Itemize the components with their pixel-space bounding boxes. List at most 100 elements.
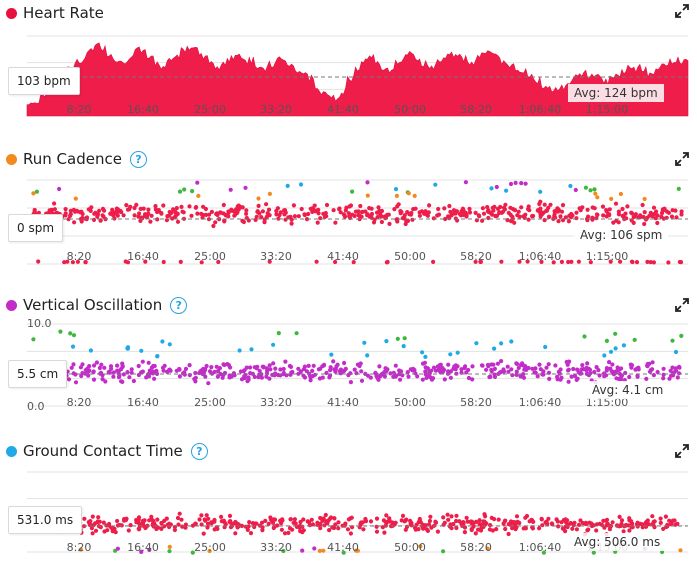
data-point [360,209,365,215]
data-point [102,529,107,534]
data-point [423,209,428,214]
data-point [526,204,531,209]
data-point [190,550,195,555]
gct-title: Ground Contact Time [23,442,183,460]
data-point [140,518,146,523]
data-point [501,205,507,210]
data-point [423,369,428,374]
data-point [36,210,42,215]
data-point [679,212,684,217]
data-point [499,359,504,364]
data-point [586,527,591,532]
data-point [177,366,182,372]
data-point [108,364,114,369]
data-point [608,259,613,264]
data-point [497,210,502,215]
data-point [604,338,610,343]
data-point [354,371,359,376]
data-point [316,207,321,212]
data-point [282,531,288,536]
cadence-chart[interactable]: 8:20 16:40 25:00 33:20 41:40 50:00 58:20 1:06:4… [0,148,697,272]
help-icon[interactable]: ? [170,296,188,314]
data-point [218,210,223,215]
vo-y-top-label: 10.0 [27,317,52,330]
data-point [537,362,542,367]
data-point [462,365,467,371]
data-point [271,525,276,531]
data-point [326,518,331,523]
x-tick-label: 16:40 [127,541,159,554]
data-point [306,211,311,217]
data-point [395,336,400,341]
vo-chart[interactable]: 8:20 16:40 25:00 33:20 41:40 50:00 58:20 1:06:4… [0,294,697,418]
data-point [292,517,297,522]
data-point [651,260,657,265]
heart-rate-chart[interactable]: 8:20 16:40 25:00 33:20 41:40 50:00 58:20 1:06:4… [0,0,697,120]
data-point [109,525,114,530]
data-point [247,520,252,525]
x-tick-label: 41:40 [327,103,359,116]
data-point [267,259,272,264]
x-tick-label: 16:40 [127,103,159,116]
data-point [447,216,452,221]
data-point [544,365,549,370]
data-point [406,374,411,379]
data-point [647,213,652,218]
data-point [195,180,200,185]
data-point [98,218,103,223]
data-point [291,203,296,208]
data-point [145,373,150,378]
data-point [213,220,218,225]
data-point [413,206,418,211]
data-point [542,202,547,207]
data-point [221,518,226,523]
expand-icon[interactable] [675,152,689,166]
vo-title: Vertical Oscillation [23,296,163,314]
expand-icon[interactable] [675,4,689,18]
data-point [383,520,388,525]
data-point [263,518,268,523]
data-point [229,207,234,212]
data-point [352,367,357,372]
data-point [318,526,323,531]
data-point [399,209,404,215]
heart-rate-title-row: Heart Rate [6,2,104,24]
expand-icon[interactable] [675,298,689,312]
data-point [187,363,192,368]
data-point [316,211,321,216]
data-point [661,372,666,377]
data-point [613,331,618,336]
data-point [365,180,370,185]
data-point [489,186,494,191]
data-point [115,546,120,551]
data-point [517,259,522,264]
data-point [348,203,354,208]
heart-rate-cursor-value: 103 bpm [8,67,80,95]
data-point [467,210,473,215]
data-point [332,367,337,372]
data-point [31,337,36,342]
data-point [318,521,323,527]
x-tick-label: 50:00 [394,541,426,554]
data-point [465,519,470,524]
data-point [358,203,363,209]
data-point [501,367,506,372]
x-tick-label: 58:20 [460,396,492,409]
data-point [114,206,119,211]
data-point [386,212,391,217]
help-icon[interactable]: ? [129,150,147,168]
data-point [376,377,381,382]
data-point [676,186,681,191]
expand-icon[interactable] [675,444,689,458]
data-point [121,213,126,218]
data-point [312,546,317,551]
data-point [73,372,78,377]
data-point [538,367,543,372]
data-point [71,362,76,367]
data-point [464,214,469,219]
data-point [623,211,628,216]
data-point [664,209,670,214]
help-icon[interactable]: ? [190,442,208,460]
data-point [387,519,392,524]
data-point [517,214,522,219]
